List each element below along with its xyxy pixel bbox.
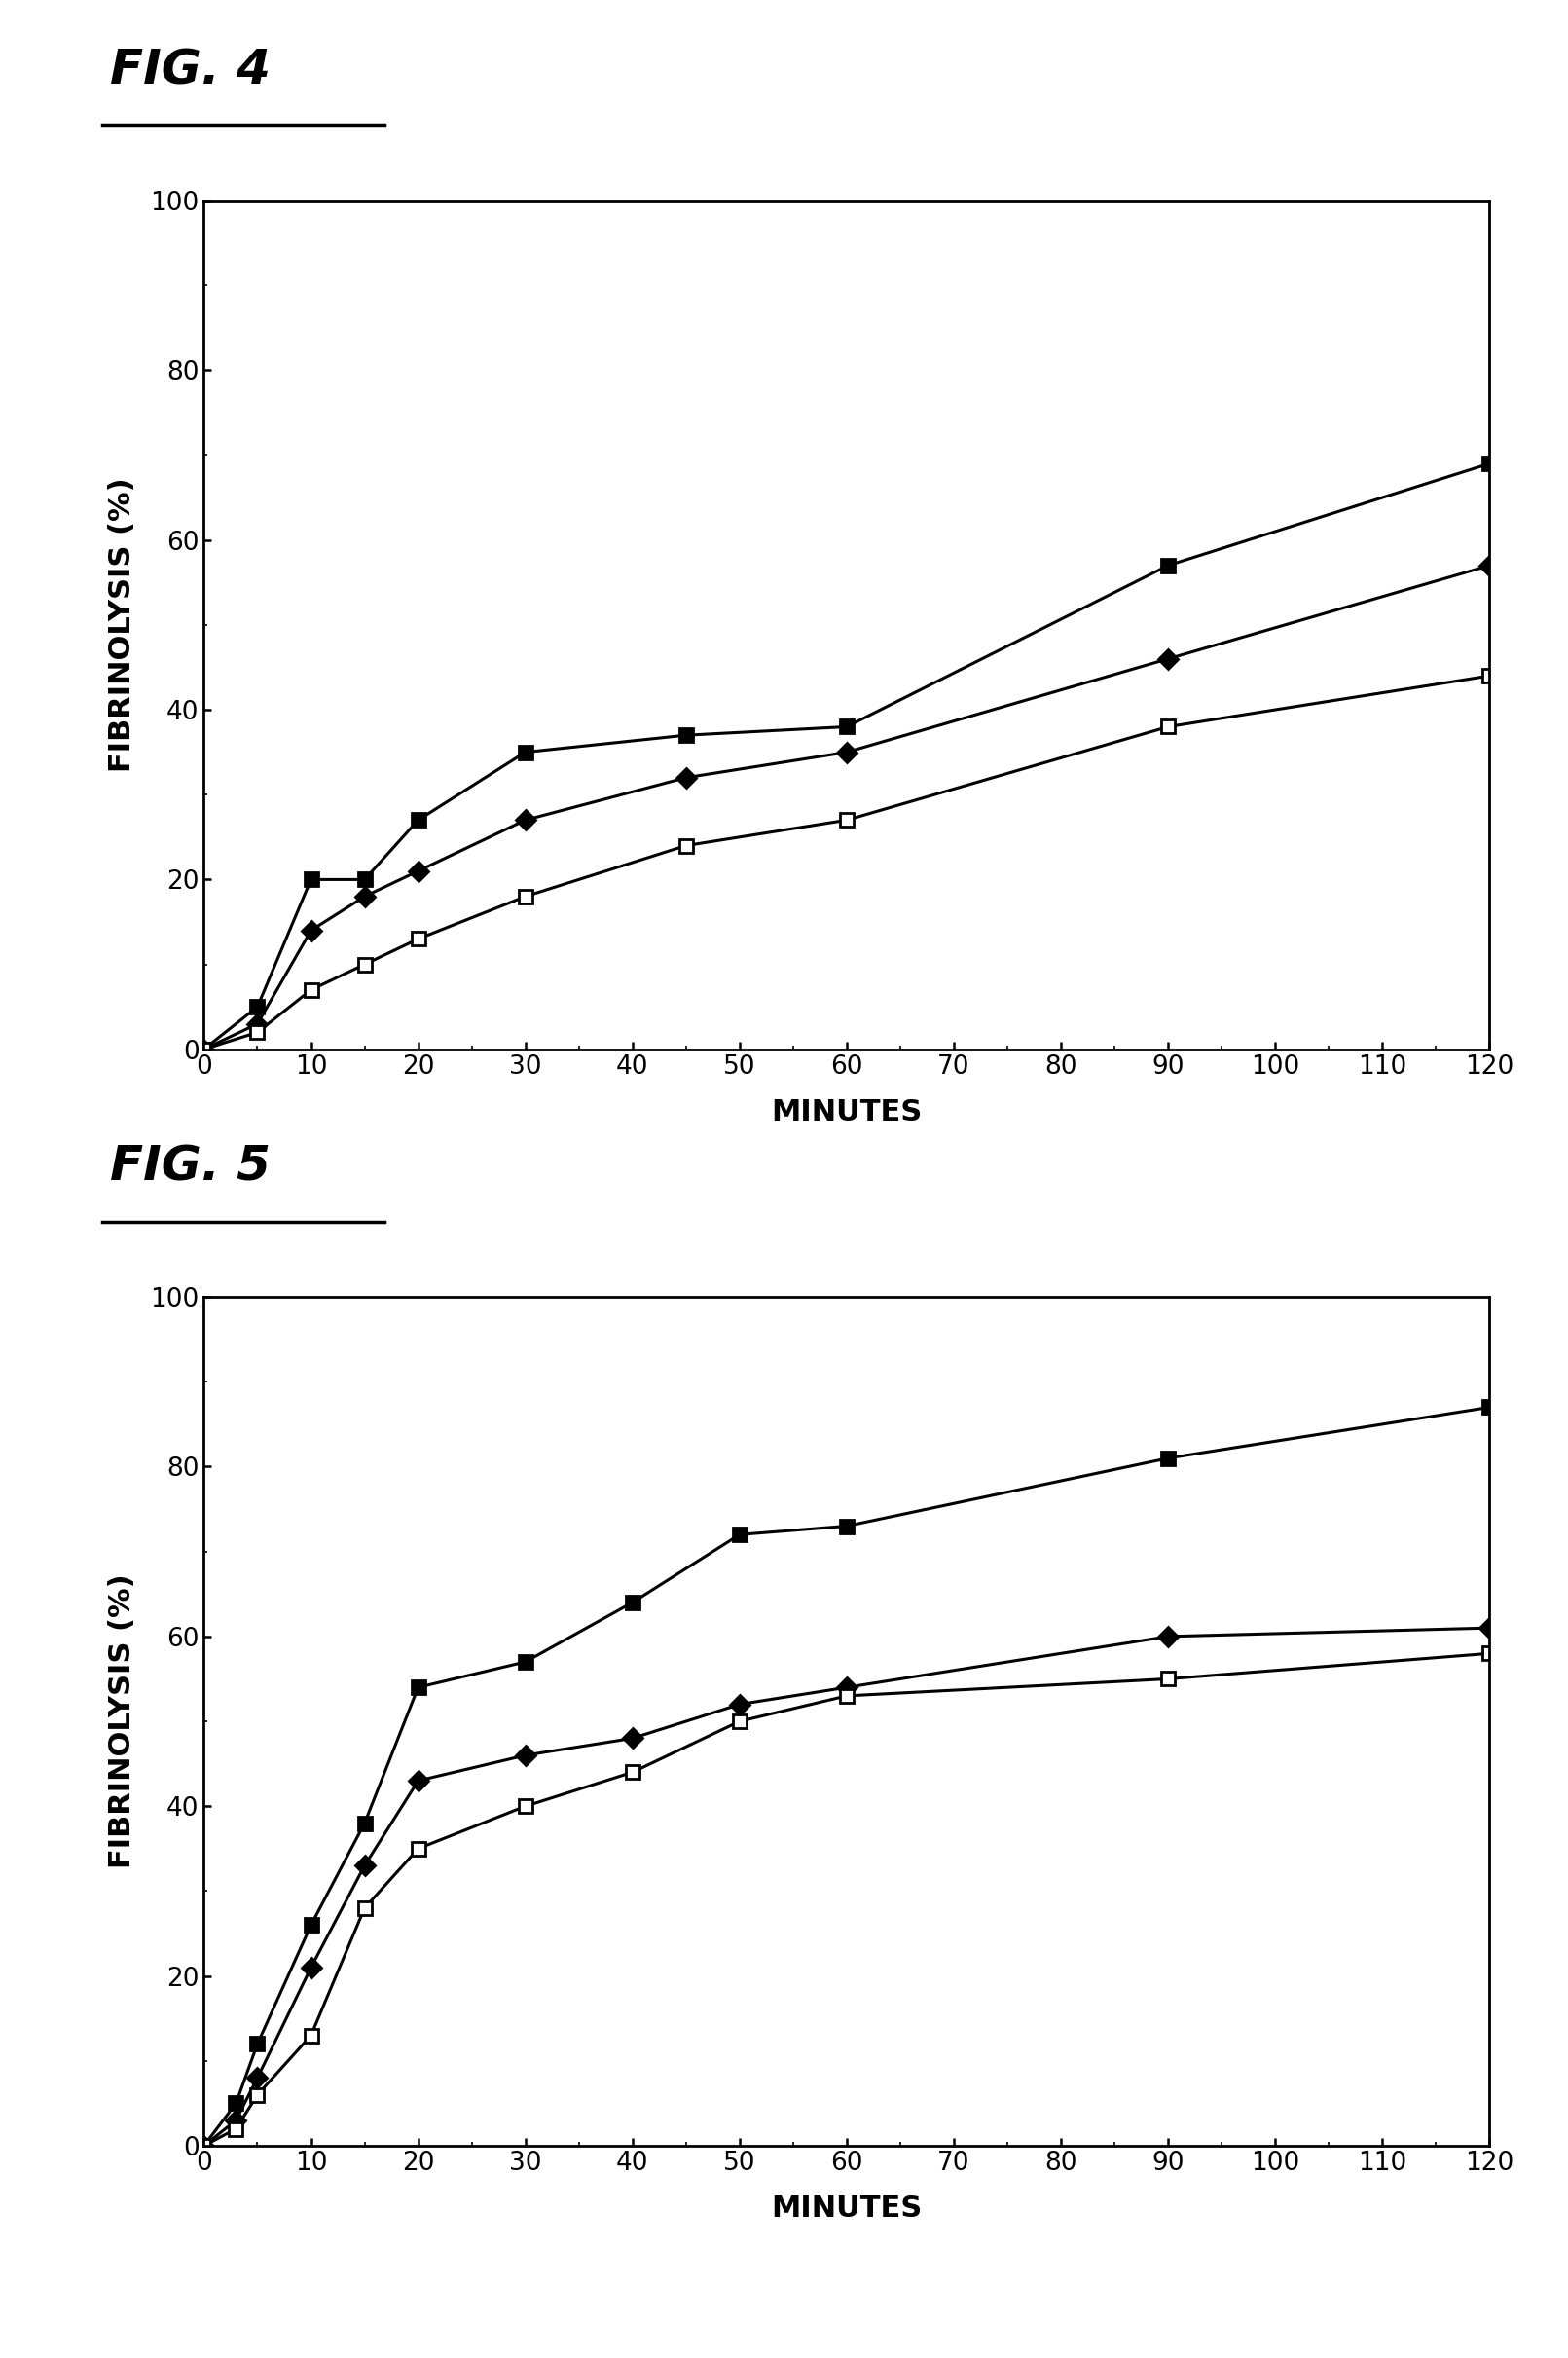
Y-axis label: FIBRINOLYSIS (%): FIBRINOLYSIS (%) — [108, 1575, 136, 1868]
Text: FIG. 4: FIG. 4 — [110, 47, 270, 94]
X-axis label: MINUTES: MINUTES — [771, 2195, 922, 2224]
Y-axis label: FIBRINOLYSIS (%): FIBRINOLYSIS (%) — [108, 479, 136, 771]
X-axis label: MINUTES: MINUTES — [771, 1099, 922, 1127]
Text: FIG. 5: FIG. 5 — [110, 1144, 270, 1191]
